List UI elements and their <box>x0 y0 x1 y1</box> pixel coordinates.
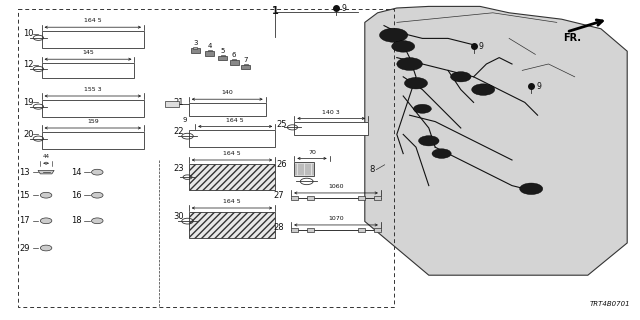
Text: 8: 8 <box>369 165 374 174</box>
Bar <box>374 196 381 200</box>
Text: FR.: FR. <box>563 33 581 43</box>
Bar <box>244 64 248 65</box>
Circle shape <box>92 218 103 224</box>
Text: 19: 19 <box>23 98 33 107</box>
Circle shape <box>397 58 422 70</box>
Bar <box>294 162 314 176</box>
Text: 16: 16 <box>70 191 81 200</box>
Text: 44: 44 <box>43 154 49 159</box>
Polygon shape <box>38 171 54 174</box>
Bar <box>241 65 250 69</box>
Text: 6: 6 <box>232 52 237 58</box>
Text: 15: 15 <box>20 191 30 200</box>
Bar <box>42 63 134 78</box>
Bar <box>218 56 227 60</box>
Bar <box>307 196 314 200</box>
Text: 70: 70 <box>308 149 316 155</box>
Bar <box>42 100 144 117</box>
Bar <box>230 60 239 65</box>
Text: 1070: 1070 <box>328 216 344 221</box>
Text: 23: 23 <box>173 164 184 173</box>
Circle shape <box>413 104 431 113</box>
Text: 14: 14 <box>71 168 81 177</box>
Bar <box>42 31 144 48</box>
Text: 7: 7 <box>243 57 248 63</box>
Text: 27: 27 <box>273 191 284 200</box>
Text: 12: 12 <box>23 60 33 69</box>
Text: 164 5: 164 5 <box>223 199 241 204</box>
Text: 3: 3 <box>193 40 198 46</box>
Bar <box>291 228 298 232</box>
Polygon shape <box>365 6 627 275</box>
Circle shape <box>92 169 103 175</box>
Bar <box>358 228 365 232</box>
Text: 9: 9 <box>479 42 484 51</box>
Text: 9: 9 <box>182 117 187 123</box>
Circle shape <box>472 84 495 95</box>
Bar <box>205 51 214 56</box>
Circle shape <box>92 192 103 198</box>
Text: 20: 20 <box>23 130 33 139</box>
Text: 164 5: 164 5 <box>223 151 241 156</box>
Text: 28: 28 <box>273 223 284 232</box>
Bar <box>18 9 394 307</box>
Text: 18: 18 <box>70 216 81 225</box>
Circle shape <box>40 218 52 224</box>
Text: 30: 30 <box>173 212 184 221</box>
Bar <box>307 228 314 232</box>
Bar <box>191 48 200 53</box>
Text: 1060: 1060 <box>328 184 344 189</box>
Bar <box>294 122 368 135</box>
Text: 4: 4 <box>208 43 212 49</box>
Text: 10: 10 <box>23 29 33 38</box>
Bar <box>189 164 275 190</box>
Text: 25: 25 <box>276 120 287 129</box>
Bar <box>189 212 275 238</box>
Text: 26: 26 <box>276 160 287 169</box>
Circle shape <box>419 136 439 146</box>
Bar <box>374 228 381 232</box>
Text: 140 3: 140 3 <box>323 109 340 115</box>
Text: 145: 145 <box>82 50 94 55</box>
Text: 1: 1 <box>272 6 278 16</box>
Text: 140: 140 <box>221 90 233 95</box>
Bar <box>165 101 179 107</box>
Bar <box>221 55 225 56</box>
Circle shape <box>404 77 428 89</box>
Text: TRT4B0701: TRT4B0701 <box>590 301 630 307</box>
Bar <box>42 132 144 149</box>
Text: 164 5: 164 5 <box>227 117 244 123</box>
Text: 155 3: 155 3 <box>84 87 102 92</box>
Circle shape <box>380 28 408 42</box>
Circle shape <box>520 183 543 195</box>
Bar <box>189 130 275 147</box>
Bar <box>189 103 266 116</box>
Text: 159: 159 <box>87 119 99 124</box>
Text: 21: 21 <box>173 99 184 108</box>
Bar <box>358 196 365 200</box>
Text: 164 5: 164 5 <box>84 18 102 23</box>
Bar <box>193 47 197 49</box>
Text: 22: 22 <box>173 127 184 136</box>
Bar <box>208 50 212 52</box>
Circle shape <box>40 245 52 251</box>
Circle shape <box>392 41 415 52</box>
Bar <box>291 196 298 200</box>
Text: 5: 5 <box>221 48 225 54</box>
Text: 29: 29 <box>20 244 30 252</box>
Circle shape <box>432 149 451 158</box>
Text: 13: 13 <box>19 168 30 177</box>
Bar <box>232 59 236 60</box>
Text: 17: 17 <box>19 216 30 225</box>
Text: 9: 9 <box>536 82 541 91</box>
Circle shape <box>451 72 471 82</box>
Circle shape <box>40 192 52 198</box>
Text: 9: 9 <box>341 4 346 12</box>
